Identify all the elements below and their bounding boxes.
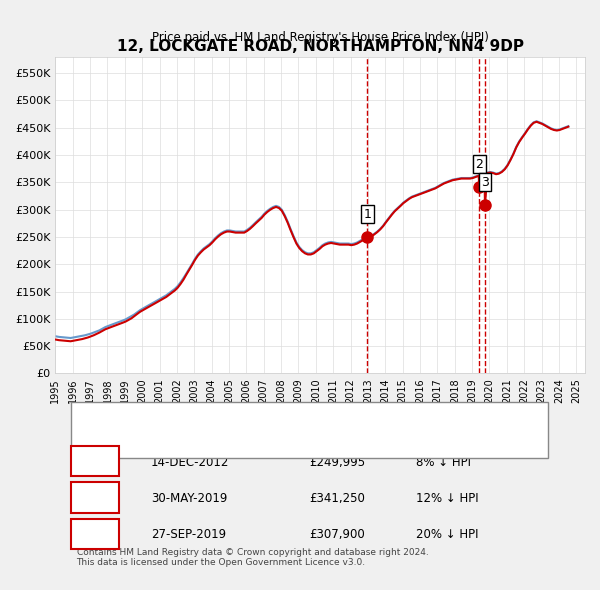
FancyBboxPatch shape <box>71 402 548 458</box>
Text: £341,250: £341,250 <box>310 492 365 505</box>
Text: 8% ↓ HPI: 8% ↓ HPI <box>416 455 470 468</box>
Text: Contains HM Land Registry data © Crown copyright and database right 2024.
This d: Contains HM Land Registry data © Crown c… <box>77 548 428 567</box>
Text: 27-SEP-2019: 27-SEP-2019 <box>151 528 226 541</box>
Text: 3: 3 <box>481 176 489 189</box>
Text: 2: 2 <box>91 492 100 505</box>
Text: 12% ↓ HPI: 12% ↓ HPI <box>416 492 478 505</box>
FancyBboxPatch shape <box>71 446 119 476</box>
Text: Price paid vs. HM Land Registry's House Price Index (HPI): Price paid vs. HM Land Registry's House … <box>152 31 488 44</box>
Text: HPI: Average price, detached house, West Northamptonshire: HPI: Average price, detached house, West… <box>130 432 446 442</box>
Text: 3: 3 <box>91 528 100 541</box>
Text: 2: 2 <box>475 158 483 171</box>
Text: 30-MAY-2019: 30-MAY-2019 <box>151 492 227 505</box>
Text: 1: 1 <box>364 208 371 221</box>
Title: 12, LOCKGATE ROAD, NORTHAMPTON, NN4 9DP: 12, LOCKGATE ROAD, NORTHAMPTON, NN4 9DP <box>116 40 524 54</box>
Text: £307,900: £307,900 <box>310 528 365 541</box>
Text: £249,995: £249,995 <box>310 455 366 468</box>
Text: 14-DEC-2012: 14-DEC-2012 <box>151 455 229 468</box>
FancyBboxPatch shape <box>71 482 119 513</box>
FancyBboxPatch shape <box>71 519 119 549</box>
Text: 12, LOCKGATE ROAD, NORTHAMPTON, NN4 9DP (detached house): 12, LOCKGATE ROAD, NORTHAMPTON, NN4 9DP … <box>130 410 473 420</box>
Text: 20% ↓ HPI: 20% ↓ HPI <box>416 528 478 541</box>
Text: 1: 1 <box>91 455 100 468</box>
